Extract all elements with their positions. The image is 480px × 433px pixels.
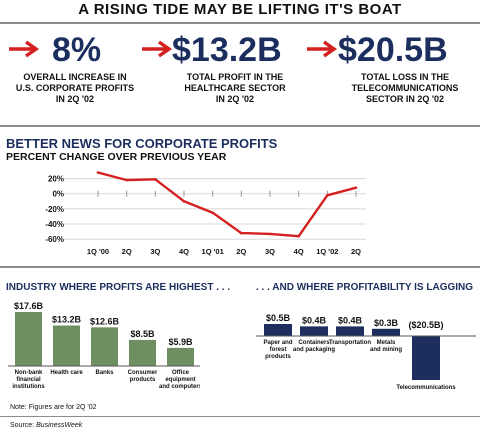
x-tick-label: 2Q	[236, 247, 246, 256]
bar-category-label: Transportation	[329, 340, 371, 346]
right-arrow-icon	[307, 40, 338, 58]
bar	[15, 312, 42, 366]
stat-description: OVERALL INCREASE IN U.S. CORPORATE PROFIT…	[15, 72, 135, 104]
bar-category-label: products	[265, 354, 291, 360]
bar-category-label: equipment	[165, 377, 195, 383]
right-arrow-icon	[9, 40, 40, 58]
bar-category-label: institutions	[12, 384, 45, 390]
source-credit: Source: BusinessWeek	[10, 422, 83, 429]
data-point	[268, 232, 272, 236]
x-tick-label: 2Q	[351, 247, 361, 256]
bar-category-label: Telecommunications	[396, 385, 456, 391]
bar-category-label: Metals	[377, 340, 396, 346]
bar-value-label: $0.4B	[302, 315, 327, 325]
bar-value-label: $0.4B	[338, 315, 363, 325]
bar-category-label: Containers	[298, 340, 330, 346]
x-tick-label: 3Q	[150, 247, 160, 256]
right-arrow-icon	[142, 40, 173, 58]
data-point	[354, 186, 358, 189]
bar-category-label: and packaging	[293, 347, 335, 353]
x-tick-label: 1Q '01	[202, 247, 224, 256]
footnote: Note: Figures are for 2Q '02	[10, 404, 97, 411]
bar-value-label: ($20.5B)	[408, 320, 443, 330]
bar	[53, 325, 80, 366]
footer-divider	[0, 416, 480, 417]
line-chart-subtitle: PERCENT CHANGE OVER PREVIOUS YEAR	[6, 151, 227, 163]
stat-value: 8%	[52, 31, 102, 69]
x-tick-label: 1Q '02	[316, 247, 338, 256]
data-point	[297, 234, 300, 238]
bar	[372, 328, 400, 336]
bar	[264, 324, 292, 336]
y-tick-label: -60%	[45, 235, 64, 244]
y-tick-label: -40%	[45, 220, 64, 229]
x-tick-label: 4Q	[179, 247, 189, 256]
bar-value-label: $0.3B	[374, 318, 399, 328]
x-tick-label: 2Q	[122, 247, 132, 256]
data-point	[125, 178, 128, 182]
y-tick-label: -20%	[45, 205, 64, 214]
bar-category-label: products	[130, 377, 156, 383]
bar-category-label: Banks	[95, 370, 114, 376]
page-title: A RISING TIDE MAY BE LIFTING IT'S BOAT	[78, 1, 402, 18]
section-divider	[0, 125, 480, 127]
bar-category-label: Consumer	[128, 370, 158, 376]
stat-value: $20.5B	[338, 31, 448, 69]
data-point	[326, 193, 329, 197]
x-tick-label: 4Q	[294, 247, 304, 256]
section-divider	[0, 266, 480, 268]
bar	[167, 347, 194, 366]
bar-value-label: $17.6B	[14, 301, 44, 311]
data-point	[211, 211, 214, 214]
data-point	[154, 178, 157, 181]
bar	[412, 336, 440, 380]
bar-category-label: forest	[270, 347, 287, 353]
stat-description: TOTAL PROFIT IN THE HEALTHCARE SECTOR IN 2…	[184, 72, 286, 104]
top-divider	[0, 22, 480, 24]
bar-value-label: $0.5B	[266, 313, 291, 323]
y-tick-label: 20%	[48, 175, 64, 184]
bar-category-label: Health care	[50, 370, 83, 376]
bar	[300, 326, 328, 336]
bar-chart-highest-title: INDUSTRY WHERE PROFITS ARE HIGHEST . . .	[6, 282, 231, 293]
bar	[129, 339, 156, 366]
bar-value-label: $13.2B	[52, 315, 82, 325]
bar	[91, 327, 118, 366]
stat-value: $13.2B	[172, 31, 282, 69]
y-tick-label: 0%	[52, 190, 64, 199]
bar-category-label: Paper and	[263, 340, 292, 346]
stat-description: TOTAL LOSS IN THE TELECOMMUNICATIONS SECTO…	[351, 72, 459, 104]
data-point	[240, 231, 243, 235]
bar-category-label: Non-bank	[15, 370, 43, 376]
line-chart: 20% 0% -20% -40% -60% 1Q '00 2Q 3Q 4Q 1Q '01 2Q 3Q 4…	[45, 171, 366, 256]
data-point	[182, 200, 186, 203]
bar-category-label: and mining	[370, 347, 402, 353]
bar-value-label: $12.6B	[90, 316, 120, 326]
bar	[336, 326, 364, 336]
x-tick-label: 3Q	[265, 247, 275, 256]
bar-category-label: Office	[172, 370, 190, 376]
bar-value-label: $8.5B	[130, 329, 155, 339]
x-tick-label: 1Q '00	[87, 247, 109, 256]
line-chart-title: BETTER NEWS FOR CORPORATE PROFITS	[6, 136, 278, 151]
series-line	[97, 171, 357, 238]
bar-category-label: and computers	[159, 384, 200, 390]
bar-value-label: $5.9B	[168, 337, 193, 347]
data-point	[96, 171, 100, 174]
bar-chart-lagging-title: . . . AND WHERE PROFITABILITY IS LAGGING	[256, 282, 474, 293]
bar-category-label: financial	[16, 377, 41, 383]
